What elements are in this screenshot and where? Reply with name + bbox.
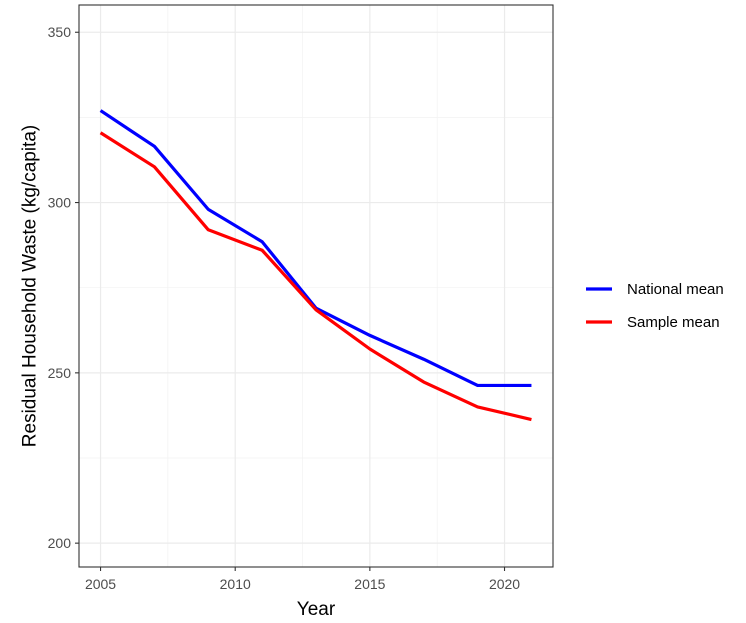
y-axis: 200 250 300 350 xyxy=(48,24,79,551)
legend-label-national-mean: National mean xyxy=(627,281,724,298)
y-tick-label: 200 xyxy=(48,535,72,551)
x-axis-title: Year xyxy=(297,599,336,620)
y-tick-label: 300 xyxy=(48,195,72,211)
x-tick-label: 2010 xyxy=(220,576,251,592)
legend-label-sample-mean: Sample mean xyxy=(627,314,720,331)
x-tick-label: 2020 xyxy=(489,576,520,592)
series-line-sample-mean xyxy=(99,131,532,422)
plot-panel-border xyxy=(78,4,554,568)
y-tick-label: 250 xyxy=(48,365,72,381)
x-tick-label: 2015 xyxy=(354,576,385,592)
series-lines xyxy=(99,109,532,422)
legend: National mean Sample mean xyxy=(586,281,724,331)
x-axis: 2005 2010 2015 2020 xyxy=(85,567,520,592)
y-tick-label: 350 xyxy=(48,24,72,40)
y-axis-title: Residual Household Waste (kg/capita) xyxy=(20,125,41,447)
grid-lines xyxy=(79,5,553,567)
x-tick-label: 2005 xyxy=(85,576,116,592)
series-line-national-mean xyxy=(99,109,532,388)
